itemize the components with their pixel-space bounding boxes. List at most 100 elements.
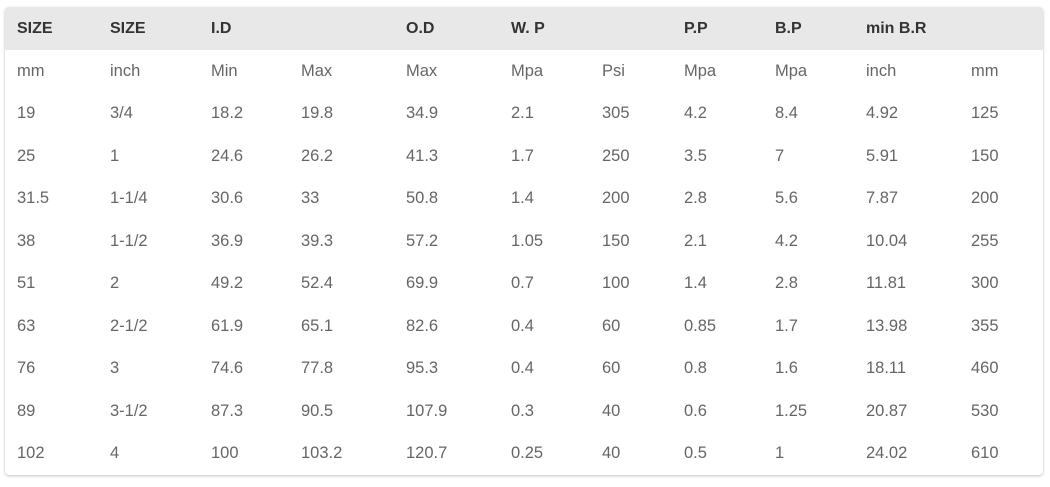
table-cell: 76 [17,359,36,378]
table-cell: 1.4 [511,189,534,208]
table-cell: 38 [17,231,36,250]
unit-cell: mm [971,61,999,80]
table-cell: 1-1/4 [110,189,148,208]
table-cell: 300 [971,274,999,293]
header-cell-min-br: min B.R [866,19,927,37]
table-cell: 24.02 [866,444,908,463]
table-cell: 18.11 [866,359,907,378]
table-cell: 82.6 [406,316,439,335]
header-cell-od: O.D [406,19,435,37]
table-cell: 52.4 [301,274,334,293]
table-cell: 1.6 [775,359,798,378]
table-cell: 355 [971,316,999,335]
table-cell: 40 [602,401,621,420]
table-cell: 1 [110,146,120,165]
table-cell: 30.6 [211,189,244,208]
table-cell: 107.9 [406,401,448,420]
table-cell: 19.8 [301,104,334,123]
table-cell: 4.2 [684,104,707,123]
header-cell-id: I.D [211,19,232,37]
table-body: mm inch Min Max Max Mpa Psi Mpa Mpa inch… [5,50,1043,475]
table-row: 38 1-1/2 36.9 39.3 57.2 1.05 150 2.1 4.2 10.04 255 [5,220,1043,263]
table-cell: 3-1/2 [110,401,148,420]
table-cell: 305 [602,104,630,123]
table-cell: 19 [17,104,36,123]
table-cell: 1.25 [775,401,808,420]
table-cell: 57.2 [406,231,439,250]
table-cell: 60 [602,359,621,378]
table-cell: 36.9 [211,231,244,250]
table-cell: 13.98 [866,316,908,335]
table-cell: 60 [602,316,621,335]
table-cell: 3 [110,359,120,378]
table-cell: 0.5 [684,444,707,463]
header-row: SIZE SIZE I.D O.D W. P P.P B.P min B.R [5,7,1043,50]
table-cell: 250 [602,146,630,165]
table-cell: 0.7 [511,274,534,293]
table-cell: 34.9 [406,104,439,123]
table-cell: 0.85 [684,316,717,335]
unit-cell: Mpa [511,61,544,80]
table-cell: 4.92 [866,104,899,123]
table-cell: 0.6 [684,401,707,420]
table-cell: 65.1 [301,316,334,335]
hose-spec-table-card: SIZE SIZE I.D O.D W. P P.P B.P min B.R m… [5,7,1043,475]
table-cell: 50.8 [406,189,439,208]
table-row: 31.5 1-1/4 30.6 33 50.8 1.4 200 2.8 5.6 7.87 200 [5,178,1043,221]
table-cell: 200 [602,189,630,208]
table-cell: 41.3 [406,146,439,165]
table-cell: 1 [775,444,785,463]
table-cell: 40 [602,444,621,463]
table-cell: 100 [211,444,239,463]
table-cell: 0.25 [511,444,544,463]
table-cell: 1.7 [511,146,534,165]
table-cell: 2.8 [684,189,707,208]
unit-cell: Min [211,61,238,80]
header-cell-pp: P.P [684,19,708,37]
table-row: 63 2-1/2 61.9 65.1 82.6 0.4 60 0.85 1.7 13.98 355 [5,305,1043,348]
table-cell: 7.87 [866,189,899,208]
table-cell: 95.3 [406,359,439,378]
table-cell: 103.2 [301,444,343,463]
header-cell-wp: W. P [511,19,545,37]
table-cell: 4.2 [775,231,798,250]
table-cell: 200 [971,189,999,208]
table-cell: 89 [17,401,36,420]
table-cell: 26.2 [301,146,334,165]
table-row: 51 2 49.2 52.4 69.9 0.7 100 1.4 2.8 11.81 300 [5,263,1043,306]
table-cell: 2.1 [684,231,707,250]
table-cell: 460 [971,359,999,378]
table-row: 102 4 100 103.2 120.7 0.25 40 0.5 1 24.02 610 [5,433,1043,476]
table-cell: 11.81 [866,274,907,293]
unit-cell: Max [301,61,333,80]
table-cell: 120.7 [406,444,448,463]
table-cell: 150 [971,146,999,165]
table-cell: 18.2 [211,104,244,123]
table-cell: 74.6 [211,359,244,378]
units-row: mm inch Min Max Max Mpa Psi Mpa Mpa inch… [5,50,1043,93]
table-row: 19 3/4 18.2 19.8 34.9 2.1 305 4.2 8.4 4.92 125 [5,93,1043,136]
table-cell: 1.4 [684,274,707,293]
table-cell: 5.91 [866,146,899,165]
table-cell: 7 [775,146,785,165]
header-cell-id-max [289,7,394,50]
table-cell: 530 [971,401,999,420]
unit-cell: mm [17,61,45,80]
table-cell: 2.1 [511,104,534,123]
table-cell: 1.7 [775,316,798,335]
table-cell: 90.5 [301,401,334,420]
table-row: 89 3-1/2 87.3 90.5 107.9 0.3 40 0.6 1.25 20.87 530 [5,390,1043,433]
table-cell: 2.8 [775,274,798,293]
table-cell: 1.05 [511,231,544,250]
table-cell: 0.4 [511,359,534,378]
table-cell: 24.6 [211,146,244,165]
table-row: 76 3 74.6 77.8 95.3 0.4 60 0.8 1.6 18.11 460 [5,348,1043,391]
unit-cell: inch [110,61,141,80]
table-cell: 125 [971,104,999,123]
table-cell: 8.4 [775,104,798,123]
table-cell: 0.4 [511,316,534,335]
table-cell: 20.87 [866,401,908,420]
header-cell-size-inch: SIZE [110,19,146,37]
table-cell: 2-1/2 [110,316,148,335]
hose-spec-table: SIZE SIZE I.D O.D W. P P.P B.P min B.R m… [5,7,1043,475]
